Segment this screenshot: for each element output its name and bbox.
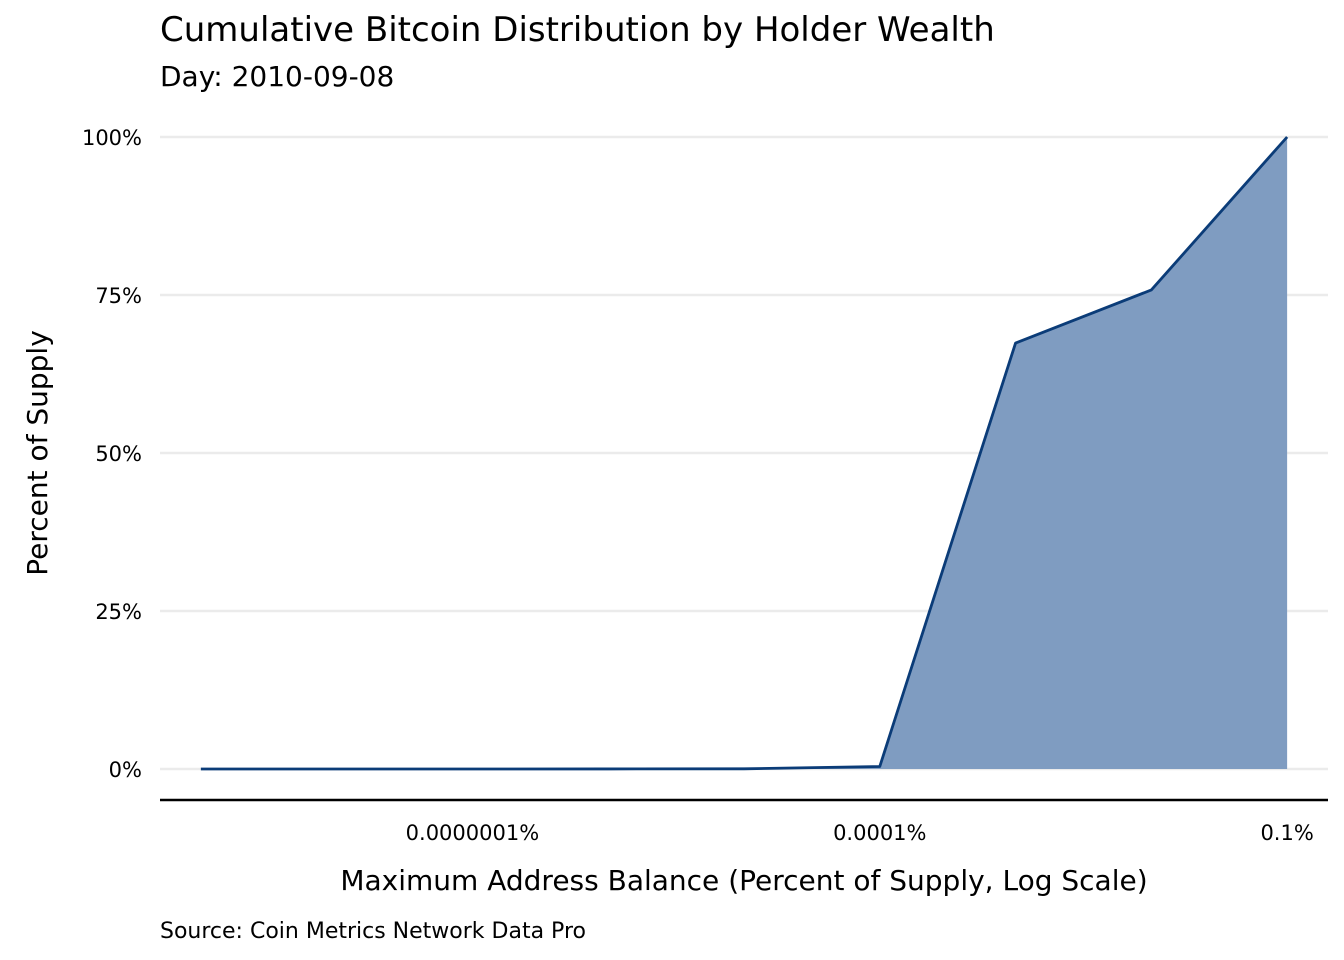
chart-subtitle: Day: 2010-09-08	[160, 60, 394, 93]
area-fill	[200, 137, 1288, 769]
x-tick-label: 0.0000001%	[406, 821, 540, 845]
x-tick-label: 0.1%	[1260, 821, 1313, 845]
x-tick-labels: 0.0000001% 0.0001% 0.1%	[406, 821, 1314, 845]
y-tick-label: 0%	[109, 758, 142, 782]
x-tick-label: 0.0001%	[833, 821, 926, 845]
y-tick-label: 50%	[95, 442, 142, 466]
y-tick-labels: 0% 25% 50% 75% 100%	[82, 126, 142, 782]
chart-title: Cumulative Bitcoin Distribution by Holde…	[160, 10, 995, 50]
source-caption: Source: Coin Metrics Network Data Pro	[160, 919, 586, 944]
y-axis-title: Percent of Supply	[21, 330, 54, 576]
y-tick-label: 100%	[82, 126, 142, 150]
series-points	[200, 136, 1288, 770]
x-axis-title: Maximum Address Balance (Percent of Supp…	[340, 864, 1147, 897]
y-tick-label: 75%	[95, 284, 142, 308]
y-tick-label: 25%	[95, 600, 142, 624]
